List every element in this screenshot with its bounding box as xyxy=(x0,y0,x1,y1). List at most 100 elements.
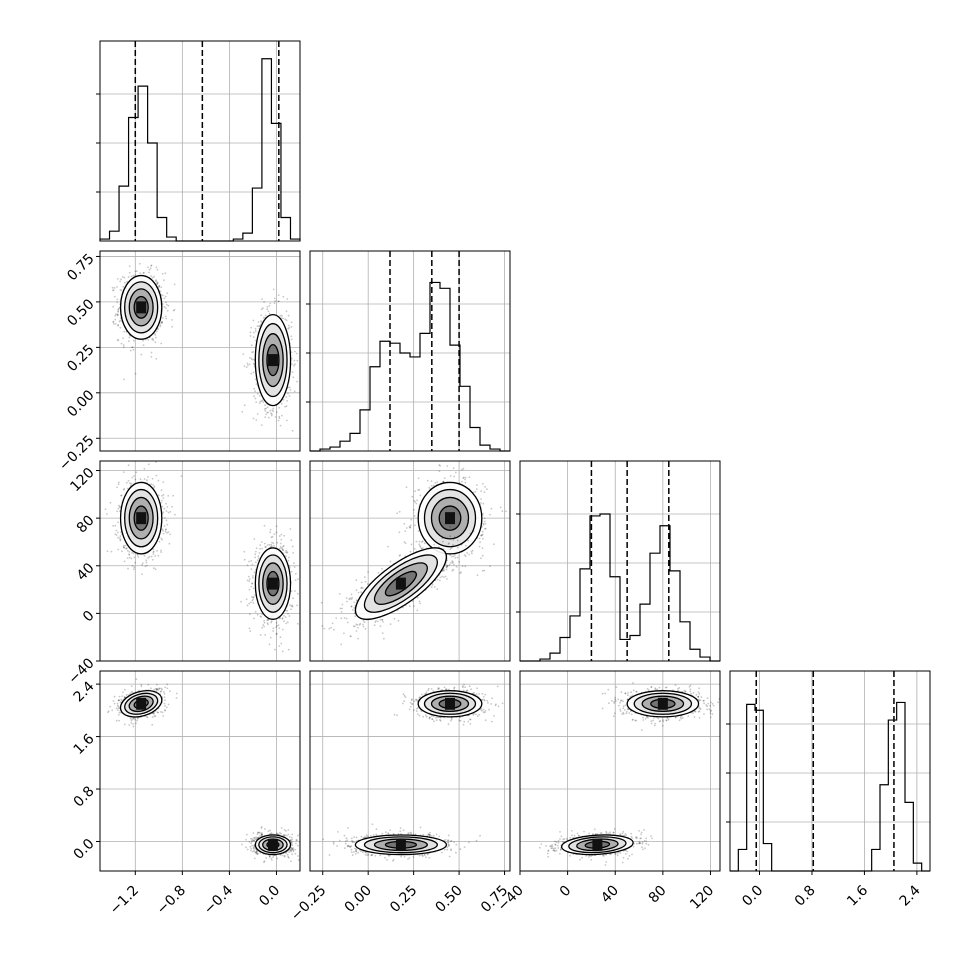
scatter-point xyxy=(461,468,463,471)
scatter-point xyxy=(253,358,255,361)
scatter-point xyxy=(126,549,129,552)
scatter-point xyxy=(275,626,278,629)
scatter-point xyxy=(155,330,158,333)
scatter-point xyxy=(273,544,275,547)
scatter-point xyxy=(122,488,125,491)
scatter-point xyxy=(278,627,281,629)
scatter-point xyxy=(131,551,133,554)
scatter-point xyxy=(165,519,168,522)
scatter-point xyxy=(141,573,143,575)
scatter-point xyxy=(141,564,143,566)
scatter-point xyxy=(290,570,293,573)
scatter-point xyxy=(484,527,487,530)
scatter-point xyxy=(164,315,167,318)
scatter-point xyxy=(248,627,251,630)
scatter-point xyxy=(294,363,296,366)
scatter-point xyxy=(155,279,157,282)
scatter-point xyxy=(111,286,114,289)
scatter-point xyxy=(461,480,463,483)
scatter-point xyxy=(389,623,392,626)
scatter-point xyxy=(451,562,454,564)
scatter-point xyxy=(257,555,260,558)
scatter-point xyxy=(112,289,114,292)
scatter-point xyxy=(126,280,128,283)
scatter-point xyxy=(285,622,288,625)
scatter-point xyxy=(335,617,338,619)
scatter-point xyxy=(282,544,285,547)
scatter-point xyxy=(286,419,288,422)
scatter-point xyxy=(122,546,125,548)
scatter-point xyxy=(267,416,270,419)
scatter-point xyxy=(263,619,265,622)
scatter-point xyxy=(413,499,415,502)
scatter-point xyxy=(409,526,411,529)
scatter-point xyxy=(290,357,293,360)
scatter-point xyxy=(150,355,153,358)
scatter-point xyxy=(152,551,155,554)
scatter-point xyxy=(246,579,249,582)
scatter-point xyxy=(171,325,174,328)
scatter-point xyxy=(255,547,258,549)
scatter-point xyxy=(260,314,263,317)
scatter-point xyxy=(480,490,482,493)
scatter-point xyxy=(152,553,155,555)
scatter-point xyxy=(262,307,264,310)
scatter-point xyxy=(132,348,135,351)
scatter-point xyxy=(432,484,435,487)
scatter-point xyxy=(122,285,125,288)
scatter-point xyxy=(415,502,418,505)
ytick-label-2-3: 80 xyxy=(74,512,98,536)
scatter-point xyxy=(414,501,416,503)
scatter-point xyxy=(121,276,124,278)
scatter-point xyxy=(161,321,164,324)
scatter-point xyxy=(357,637,359,640)
scatter-point xyxy=(258,325,260,327)
scatter-point xyxy=(157,281,159,284)
scatter-point xyxy=(405,486,408,489)
histogram-0 xyxy=(99,58,301,242)
scatter-point xyxy=(294,572,297,575)
scatter-point xyxy=(134,561,137,564)
scatter-point xyxy=(279,424,282,427)
scatter-point xyxy=(441,525,444,528)
scatter-point xyxy=(141,562,144,565)
scatter-point xyxy=(268,643,271,646)
scatter-point xyxy=(155,266,158,269)
scatter-point xyxy=(481,483,484,485)
scatter-point xyxy=(279,314,282,317)
scatter-point xyxy=(159,325,161,328)
scatter-point xyxy=(166,532,168,534)
scatter-point xyxy=(409,524,412,527)
scatter-point xyxy=(468,553,470,556)
scatter-point xyxy=(421,540,424,542)
scatter-point xyxy=(123,560,126,563)
scatter-point xyxy=(296,622,299,625)
scatter-point xyxy=(248,602,251,605)
scatter-point xyxy=(129,556,131,559)
scatter-point xyxy=(281,548,284,550)
scatter-point xyxy=(254,330,257,332)
scatter-point xyxy=(160,322,162,324)
scatter-point xyxy=(480,498,482,500)
scatter-point xyxy=(296,592,299,595)
scatter-point xyxy=(280,533,283,536)
scatter-point xyxy=(458,560,461,563)
scatter-point xyxy=(287,386,290,389)
scatter-point xyxy=(155,280,157,282)
scatter-point xyxy=(165,307,167,309)
scatter-point xyxy=(166,303,168,306)
scatter-point xyxy=(287,314,290,317)
scatter-point xyxy=(252,417,255,420)
scatter-point xyxy=(152,486,155,489)
scatter-point xyxy=(117,338,119,341)
scatter-point xyxy=(163,306,166,308)
scatter-point xyxy=(451,560,453,562)
scatter-point xyxy=(428,486,431,489)
scatter-point xyxy=(468,476,471,478)
scatter-point xyxy=(162,317,164,319)
scatter-point xyxy=(106,513,108,515)
scatter-point xyxy=(287,559,290,562)
scatter-point xyxy=(291,363,293,365)
scatter-point xyxy=(248,363,251,366)
scatter-point xyxy=(119,289,122,291)
